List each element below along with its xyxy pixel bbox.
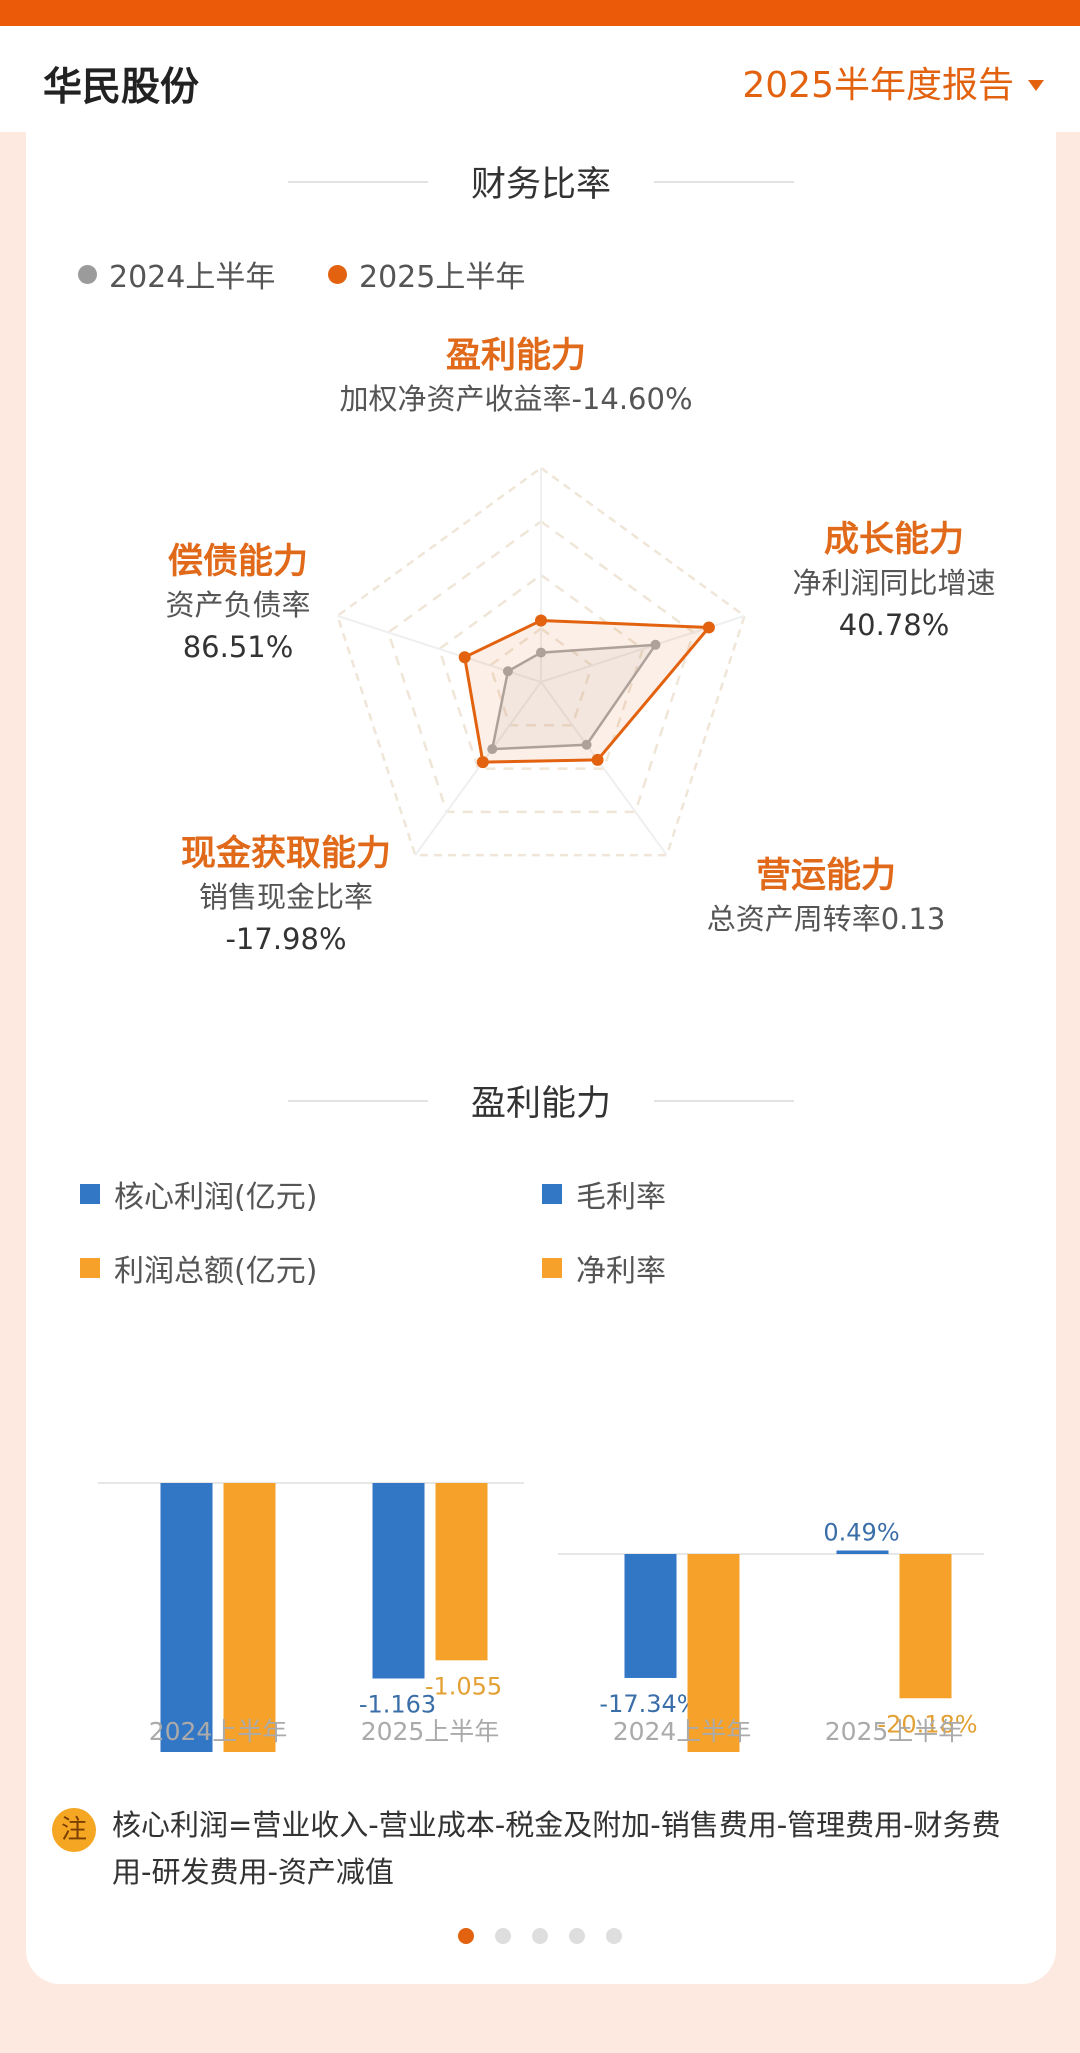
axis-name: 盈利能力	[445, 336, 586, 376]
page-dot[interactable]	[569, 1928, 585, 1944]
bar-data-label: -1.163	[359, 1690, 436, 1718]
bar	[899, 1554, 952, 1699]
report-card: 财务比率 2024上半年 2025上半年 盈利能力 加权净资产收益率-14.60…	[26, 132, 1056, 1984]
legend-label-2024: 2024上半年	[109, 260, 276, 295]
header: 华民股份 2025半年度报告	[0, 26, 1080, 132]
bar	[435, 1483, 488, 1661]
radar-axis-solvency: 偿债能力 资产负债率 86.51%	[118, 540, 358, 668]
period-label: 2025半年度报告	[742, 65, 1014, 106]
title-divider-left	[288, 181, 428, 183]
axis-value: 40.78%	[838, 608, 950, 642]
legend-dot-2025	[328, 264, 347, 284]
axis-name: 营运能力	[755, 856, 896, 896]
x-tick-label: 2024上半年	[613, 1717, 752, 1746]
x-tick-label: 2025上半年	[825, 1717, 964, 1746]
bar-data-label: 0.49%	[823, 1518, 899, 1546]
legend-square	[80, 1258, 100, 1278]
bar	[687, 1554, 740, 1752]
radar-chart	[336, 466, 746, 857]
page-dot[interactable]	[495, 1928, 511, 1944]
legend-square	[542, 1258, 562, 1278]
stock-name: 华民股份	[43, 65, 200, 110]
axis-metric: 总资产周转率0.13	[706, 902, 946, 936]
bar	[624, 1554, 677, 1678]
radar-point	[536, 647, 546, 658]
bar-legend-item: 核心利润(亿元)	[80, 1172, 317, 1216]
bar-data-label: -20.18%	[877, 1710, 977, 1738]
bar	[372, 1483, 425, 1679]
legend-square	[542, 1184, 562, 1204]
legend-label: 利润总额(亿元)	[114, 1254, 318, 1289]
radar-axis-operation: 营运能力 总资产周转率0.13	[676, 854, 976, 940]
bar	[160, 1483, 213, 1752]
title-divider-left	[288, 1100, 428, 1102]
radar-spoke	[414, 681, 542, 856]
radar-axis-growth: 成长能力 净利润同比增速 40.78%	[774, 518, 1014, 646]
axis-value: 86.51%	[182, 630, 294, 664]
bar-data-label: -1.055	[425, 1672, 502, 1700]
axis-metric: 净利润同比增速	[792, 566, 996, 600]
page-dot[interactable]	[532, 1928, 548, 1944]
period-selector[interactable]: 2025半年度报告	[742, 56, 1044, 108]
legend-square	[80, 1184, 100, 1204]
legend-label: 净利率	[576, 1254, 666, 1289]
bar-data-label: -17.34%	[599, 1690, 699, 1718]
x-tick-label: 2025上半年	[361, 1717, 500, 1746]
radar-point	[591, 753, 604, 766]
radar-point	[476, 756, 489, 769]
radar-point	[535, 614, 547, 627]
legend-dot-2024	[78, 264, 97, 284]
x-tick-label: 2024上半年	[149, 1717, 288, 1746]
page-indicator[interactable]	[0, 1928, 1080, 1944]
radar-legend-item: 2025上半年	[328, 252, 525, 296]
axis-name: 成长能力	[823, 520, 964, 560]
legend-label: 毛利率	[576, 1180, 666, 1215]
axis-value: -17.98%	[225, 922, 347, 956]
radar-point	[702, 621, 715, 634]
axis-metric: 资产负债率	[165, 588, 311, 622]
bar-legend-item: 净利率	[542, 1246, 666, 1290]
legend-label-2025: 2025上半年	[359, 260, 526, 295]
bar-legend-item: 利润总额(亿元)	[80, 1246, 317, 1290]
top-accent-bar	[0, 0, 1080, 26]
caret-down-icon	[1028, 79, 1044, 91]
profit-section-title: 盈利能力	[470, 1084, 611, 1124]
ratio-section-title: 财务比率	[470, 165, 611, 205]
radar-grid-ring	[386, 519, 696, 814]
radar-legend-item: 2024上半年	[78, 252, 275, 296]
radar-point	[487, 744, 498, 755]
radar-axis-profitability: 盈利能力 加权净资产收益率-14.60%	[306, 334, 726, 420]
title-divider-right	[654, 181, 794, 183]
radar-point	[458, 651, 471, 664]
legend-label: 核心利润(亿元)	[114, 1180, 318, 1215]
radar-series-area	[490, 643, 658, 751]
radar-grid-ring	[437, 573, 645, 770]
radar-spoke	[540, 681, 668, 856]
axis-name: 现金获取能力	[180, 834, 391, 874]
radar-point	[650, 639, 661, 650]
page-dot[interactable]	[458, 1928, 474, 1944]
radar-series-area	[463, 618, 713, 764]
radar-point	[502, 666, 513, 677]
bar	[836, 1550, 889, 1554]
bar-legend-item: 毛利率	[542, 1172, 666, 1216]
axis-metric: 销售现金比率	[198, 880, 373, 914]
note-icon: 注	[52, 1808, 96, 1852]
radar-axis-cash: 现金获取能力 销售现金比率 -17.98%	[136, 832, 436, 960]
bar	[223, 1483, 276, 1752]
bar-charts: -1.702-1.8742024上半年-1.163-1.0552025上半年-1…	[98, 1482, 984, 1752]
note-text: 核心利润=营业收入-营业成本-税金及附加-销售费用-管理费用-财务费用-研发费用…	[112, 1808, 1001, 1889]
page-dot[interactable]	[606, 1928, 622, 1944]
title-divider-right	[654, 1100, 794, 1102]
axis-name: 偿债能力	[167, 542, 308, 582]
axis-metric: 加权净资产收益率-14.60%	[339, 382, 693, 416]
radar-point	[581, 739, 592, 750]
